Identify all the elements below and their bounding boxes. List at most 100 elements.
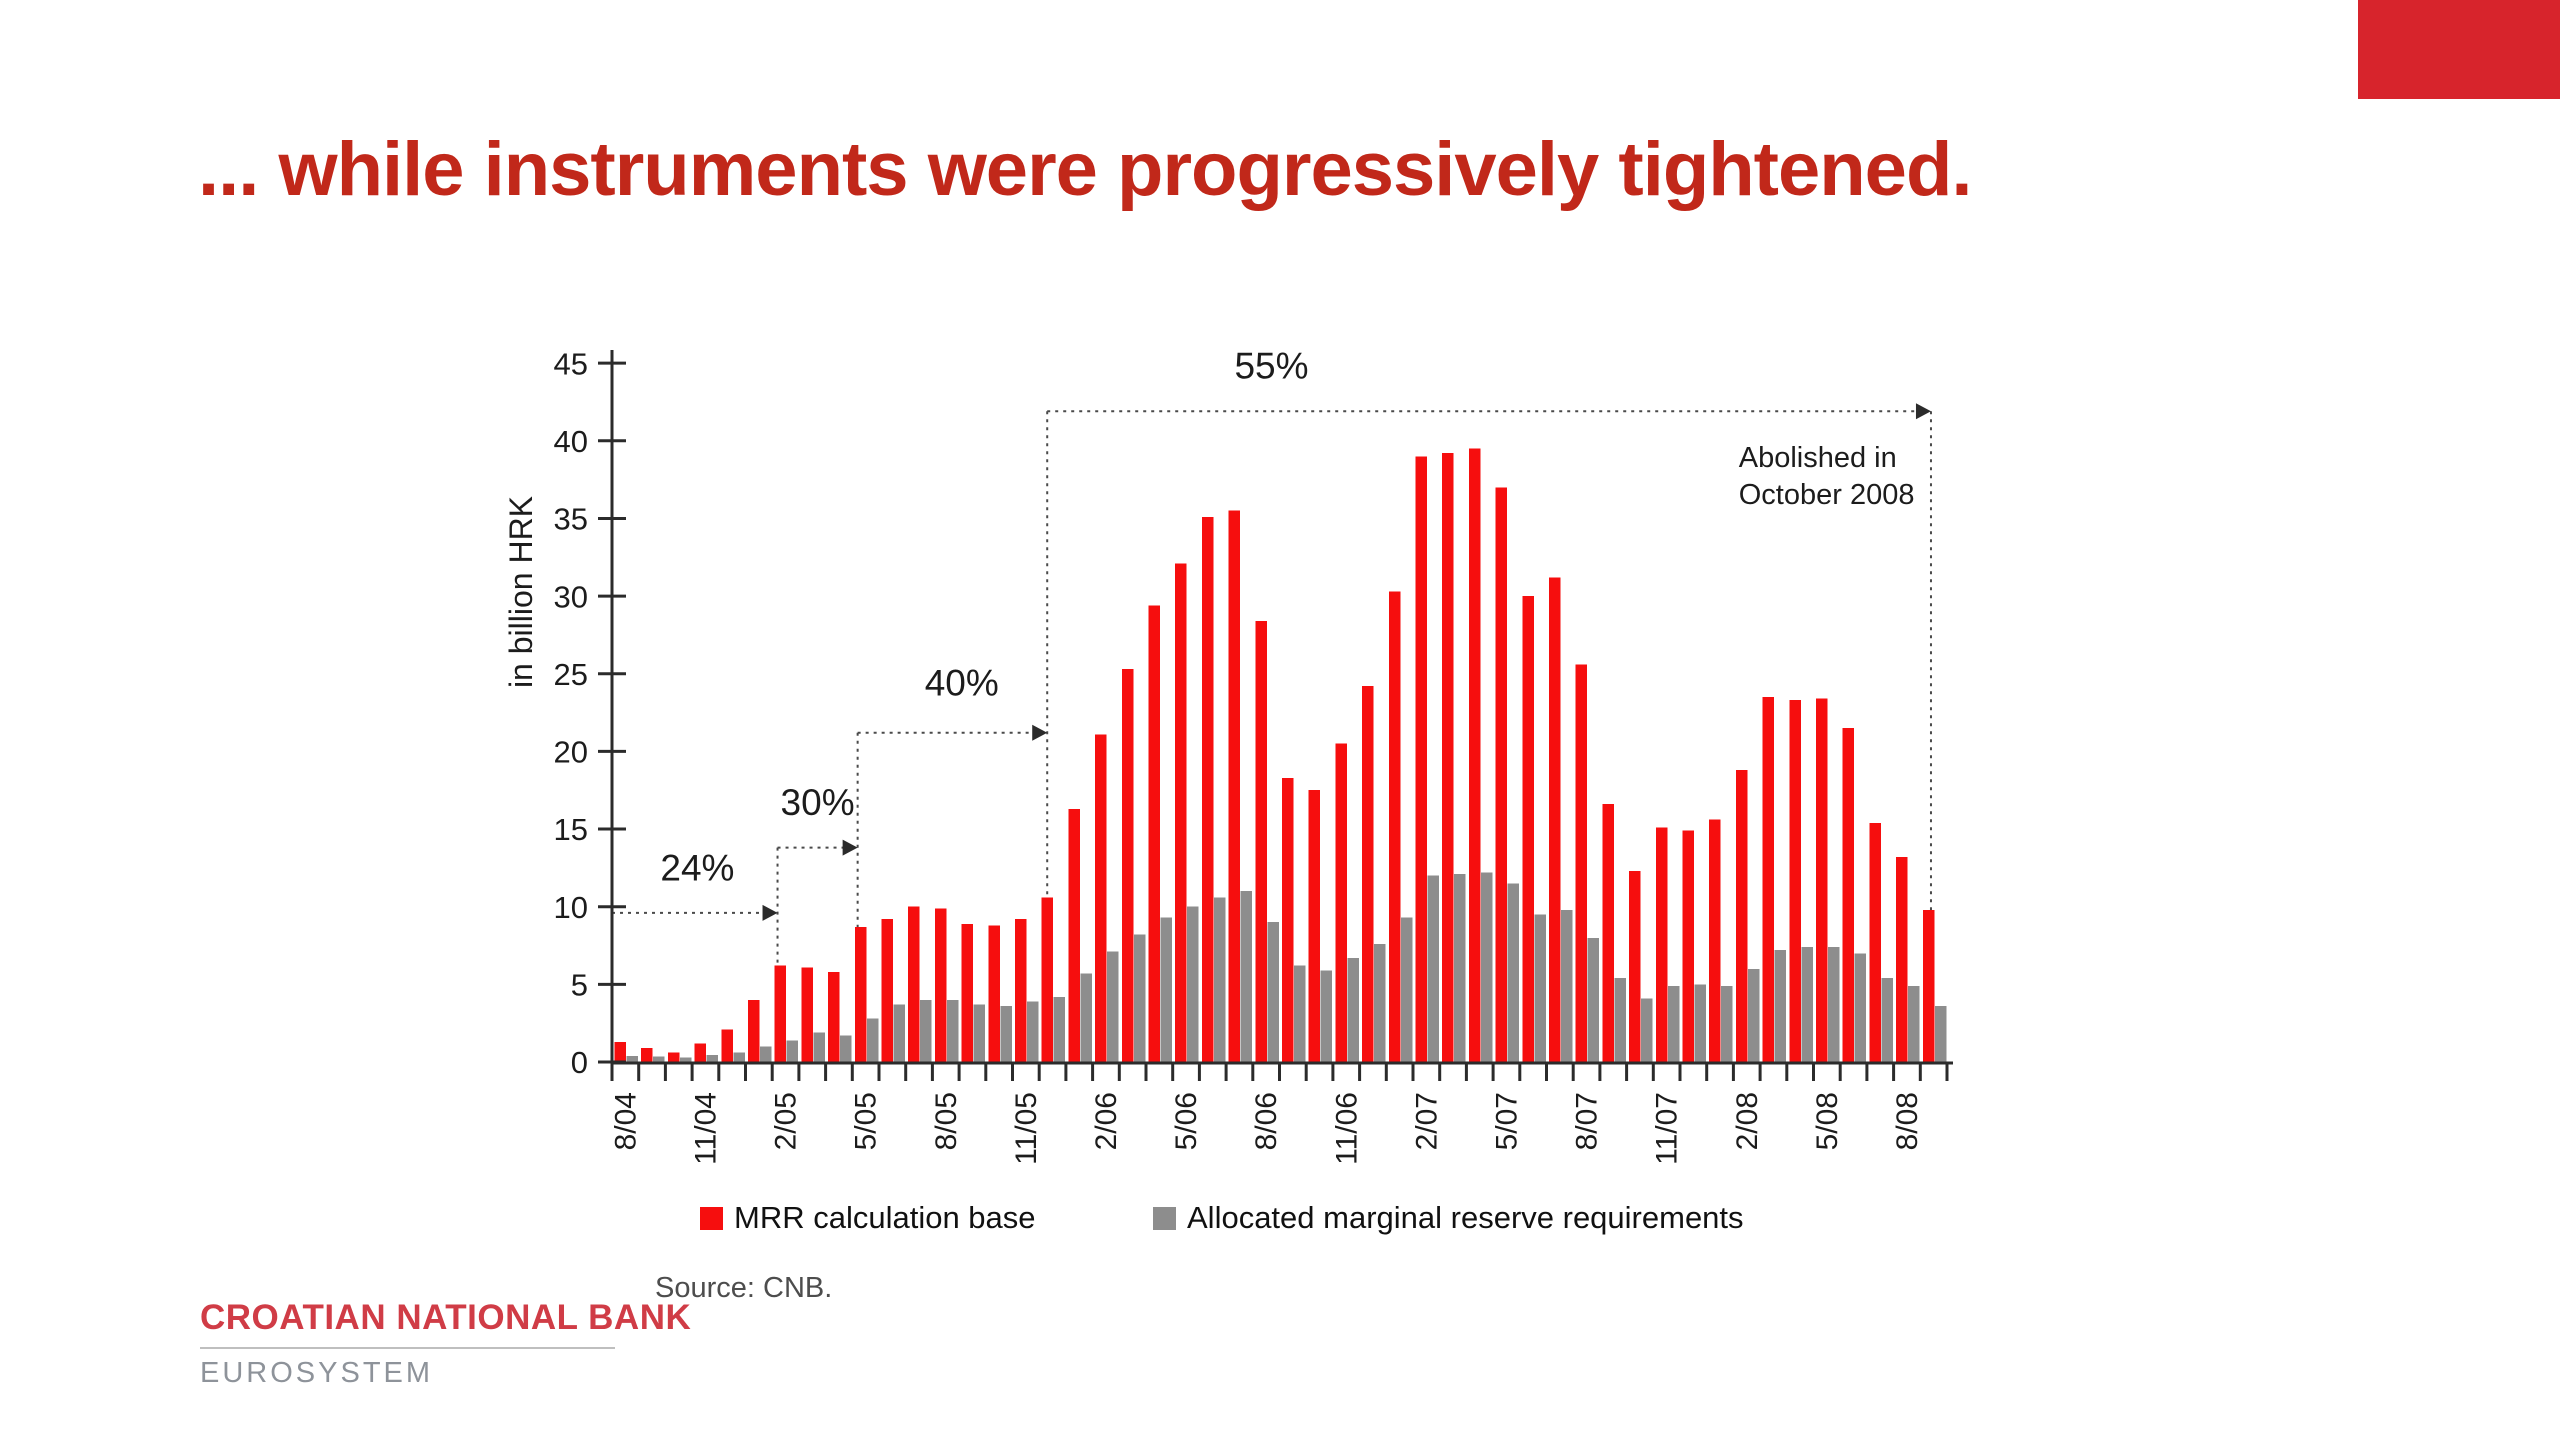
legend-item-mrr-base: MRR calculation base xyxy=(700,1200,1036,1236)
bar-red-5/07 xyxy=(1495,487,1508,1062)
rate-label-24%: 24% xyxy=(660,847,734,888)
bar-red-10/06 xyxy=(1308,790,1321,1062)
x-tick-label-5/08: 5/08 xyxy=(1811,1092,1844,1150)
bar-gray-10/06 xyxy=(1320,970,1333,1062)
bar-red-11/07 xyxy=(1655,827,1668,1062)
bar-red-5/06 xyxy=(1175,563,1187,1062)
bar-red-5/08 xyxy=(1816,698,1828,1062)
bar-gray-8/07 xyxy=(1587,937,1600,1062)
bar-red-2/05 xyxy=(774,965,787,1062)
rate-label-55%: 55% xyxy=(1234,346,1308,387)
rate-label-40%: 40% xyxy=(925,662,999,703)
bar-red-6/05 xyxy=(881,919,893,1062)
bar-gray-4/05 xyxy=(840,1035,852,1062)
bar-red-8/06 xyxy=(1255,620,1267,1062)
bar-red-1/07 xyxy=(1388,591,1401,1062)
x-tick-label-8/07: 8/07 xyxy=(1571,1092,1604,1150)
x-tick-label-11/05: 11/05 xyxy=(1010,1092,1043,1165)
bar-gray-11/04 xyxy=(706,1055,719,1062)
y-tick-label-45: 45 xyxy=(554,346,588,381)
footer-divider xyxy=(200,1347,615,1349)
x-tick-label-8/08: 8/08 xyxy=(1891,1092,1924,1150)
bar-red-8/04 xyxy=(614,1041,626,1062)
bar-red-4/08 xyxy=(1789,700,1801,1062)
legend-item-allocated: Allocated marginal reserve requirements xyxy=(1153,1200,1744,1236)
bar-red-3/06 xyxy=(1121,669,1134,1062)
bar-gray-9/06 xyxy=(1294,965,1306,1062)
rate-arrow-30% xyxy=(842,839,858,856)
bar-gray-5/05 xyxy=(866,1018,879,1062)
bar-gray-2/06 xyxy=(1107,951,1119,1062)
x-tick-label-2/06: 2/06 xyxy=(1090,1092,1123,1150)
bar-gray-7/06 xyxy=(1240,891,1253,1062)
bar-gray-8/05 xyxy=(946,999,959,1062)
bar-gray-1/08 xyxy=(1721,985,1733,1062)
bar-red-1/06 xyxy=(1068,808,1080,1062)
bar-red-1/08 xyxy=(1709,819,1721,1062)
bar-red-12/07 xyxy=(1682,830,1694,1062)
bar-red-3/08 xyxy=(1762,697,1775,1062)
bar-red-10/04 xyxy=(667,1052,680,1062)
bar-red-8/08 xyxy=(1896,857,1908,1062)
bar-gray-3/07 xyxy=(1454,874,1466,1062)
bar-red-11/06 xyxy=(1335,743,1347,1062)
bar-gray-9/04 xyxy=(653,1056,665,1062)
bar-gray-2/05 xyxy=(786,1040,799,1062)
bar-gray-10/05 xyxy=(1000,1006,1012,1062)
bar-gray-2/07 xyxy=(1427,875,1439,1062)
bar-gray-12/06 xyxy=(1374,943,1386,1062)
bar-gray-8/04 xyxy=(626,1055,638,1062)
bar-gray-6/06 xyxy=(1213,897,1226,1062)
rate-arrow-40% xyxy=(1032,724,1048,741)
bar-red-9/04 xyxy=(641,1048,653,1062)
y-tick-label-5: 5 xyxy=(571,968,588,1003)
x-tick-label-8/05: 8/05 xyxy=(930,1092,963,1150)
bar-gray-12/07 xyxy=(1694,984,1706,1062)
bar-red-6/08 xyxy=(1842,728,1855,1062)
footer-subtitle: EUROSYSTEM xyxy=(200,1357,434,1389)
bar-gray-5/07 xyxy=(1507,883,1520,1062)
x-tick-label-8/04: 8/04 xyxy=(609,1092,642,1150)
bar-gray-8/08 xyxy=(1908,985,1920,1062)
bar-gray-1/05 xyxy=(760,1046,772,1062)
bar-gray-3/08 xyxy=(1774,950,1787,1062)
bar-red-2/08 xyxy=(1735,770,1748,1062)
bar-red-8/05 xyxy=(934,908,947,1062)
bar-red-11/04 xyxy=(694,1043,707,1062)
bar-red-7/06 xyxy=(1228,510,1241,1062)
y-tick-label-30: 30 xyxy=(554,579,588,614)
legend-swatch-gray xyxy=(1153,1206,1176,1230)
legend-swatch-red xyxy=(700,1206,723,1230)
bar-red-12/06 xyxy=(1362,686,1374,1062)
bar-gray-12/04 xyxy=(733,1052,745,1062)
bar-gray-2/08 xyxy=(1747,968,1760,1062)
x-tick-label-2/05: 2/05 xyxy=(770,1092,803,1150)
bar-gray-1/06 xyxy=(1080,973,1092,1062)
bar-gray-7/07 xyxy=(1561,909,1573,1062)
bar-red-12/04 xyxy=(721,1029,733,1062)
bar-gray-4/06 xyxy=(1160,917,1172,1062)
abolished-note-line-2: October 2008 xyxy=(1739,479,1915,511)
y-tick-label-35: 35 xyxy=(554,502,588,537)
bar-gray-9/05 xyxy=(973,1004,986,1062)
bar-red-6/06 xyxy=(1201,516,1214,1062)
bar-red-7/08 xyxy=(1869,822,1881,1062)
bar-red-9/07 xyxy=(1602,804,1614,1062)
bar-gray-7/05 xyxy=(920,999,932,1062)
rate-arrow-24% xyxy=(762,904,778,921)
rate-label-30%: 30% xyxy=(781,782,855,823)
bar-gray-10/04 xyxy=(679,1057,692,1062)
bar-gray-1/07 xyxy=(1400,917,1413,1062)
bar-red-4/07 xyxy=(1468,448,1481,1062)
bar-gray-4/08 xyxy=(1801,947,1813,1062)
y-tick-label-0: 0 xyxy=(571,1045,588,1080)
bar-red-7/05 xyxy=(908,906,920,1062)
bar-red-5/05 xyxy=(854,926,867,1062)
bar-red-1/05 xyxy=(748,999,760,1062)
bar-red-9/08 xyxy=(1922,909,1935,1062)
x-tick-label-5/05: 5/05 xyxy=(850,1092,883,1150)
bar-red-2/07 xyxy=(1415,456,1427,1063)
footer-logo: CROATIAN NATIONAL BANK EUROSYSTEM xyxy=(200,1298,691,1390)
corner-accent-block xyxy=(2358,0,2560,99)
bar-red-3/05 xyxy=(801,967,813,1062)
